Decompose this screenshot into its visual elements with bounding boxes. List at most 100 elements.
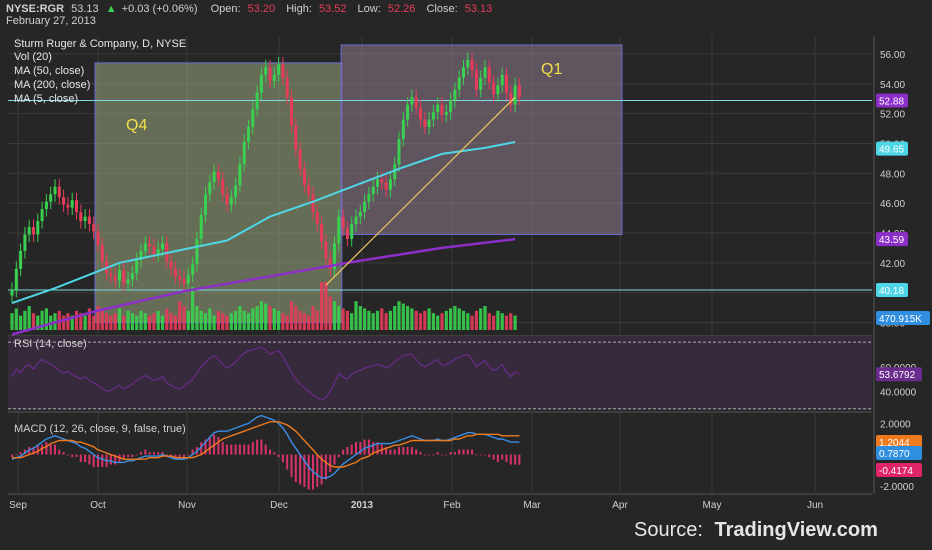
candle-body: [264, 67, 268, 75]
candle-body: [487, 67, 491, 83]
volume-bar: [186, 310, 190, 330]
macd-histogram-bar: [127, 454, 130, 458]
volume-bar: [31, 313, 36, 330]
macd-histogram-bar: [230, 444, 233, 455]
macd-histogram-bar: [445, 454, 448, 456]
candle-body: [388, 179, 392, 190]
macd-histogram-bar: [92, 454, 95, 468]
candle-body: [483, 67, 487, 78]
macd-signal-tag: [876, 435, 922, 449]
macd-histogram-bar: [376, 442, 379, 455]
volume-bar: [92, 315, 96, 330]
volume-bar: [406, 306, 410, 330]
candle-body: [19, 250, 23, 269]
x-tick-label: Apr: [612, 500, 628, 511]
volume-tag: [876, 311, 930, 325]
volume-bar: [255, 306, 259, 330]
candle-body: [281, 64, 285, 78]
legend-ma50: MA (50, close): [14, 65, 84, 77]
price-tag-label: 49.65: [879, 145, 904, 156]
macd-histogram-bar: [157, 452, 160, 455]
volume-bar: [100, 310, 104, 330]
candle-body: [298, 149, 302, 169]
candle-body: [380, 179, 384, 183]
legend-volume: Vol (20): [14, 51, 52, 63]
x-tick-label: Sep: [9, 500, 27, 511]
candle-body: [341, 216, 345, 229]
macd-histogram-bar: [217, 437, 220, 455]
macd-histogram-bar: [501, 454, 504, 460]
candle-body: [436, 104, 440, 113]
close-value: 53.13: [465, 3, 493, 15]
volume-bar: [449, 308, 453, 330]
candle-body: [496, 85, 500, 95]
volume-bar: [70, 315, 74, 330]
volume-bar: [354, 301, 358, 330]
low-value: 52.26: [388, 3, 416, 15]
volume-bar: [165, 308, 169, 330]
candle-body: [307, 185, 311, 195]
q4-label: Q4: [126, 117, 147, 134]
volume-bar: [40, 310, 44, 330]
candle-body: [470, 59, 474, 71]
candle-body: [457, 77, 461, 90]
macd-histogram-tag-label: -0.4174: [879, 466, 913, 477]
macd-histogram-bar: [518, 454, 521, 465]
legend-ma200: MA (200, close): [14, 79, 90, 91]
candle-body: [479, 77, 483, 90]
macd-histogram-bar: [36, 444, 39, 455]
rsi-panel-bg: [8, 336, 872, 410]
macd-histogram-tag: [876, 463, 922, 477]
candle-body: [113, 276, 117, 281]
volume-bar: [199, 310, 203, 330]
candle-body: [229, 197, 233, 205]
legend: Sturm Ruger & Company, D, NYSE Vol (20) …: [14, 38, 186, 105]
volume-bar: [216, 310, 220, 330]
macd-histogram-bar: [49, 444, 52, 455]
macd-histogram-bar: [303, 454, 306, 488]
candle-body: [92, 224, 96, 232]
volume-bar: [375, 310, 380, 330]
macd-histogram-bar: [88, 454, 91, 465]
volume-bar: [23, 310, 27, 330]
candle-body: [444, 112, 448, 116]
macd-histogram-bar: [140, 452, 142, 455]
candle-body: [32, 227, 35, 235]
macd-histogram-bar: [372, 442, 375, 455]
volume-bar: [160, 315, 165, 330]
macd-histogram-bar: [191, 449, 194, 455]
volume-bar: [122, 315, 126, 330]
candle-body: [384, 182, 388, 190]
candle-body: [440, 104, 444, 116]
ma50-line: [11, 141, 516, 305]
candle-body: [427, 119, 431, 128]
macd-histogram-bar: [273, 452, 276, 455]
volume-bar: [83, 315, 87, 330]
volume-bar: [457, 308, 461, 330]
macd-histogram-bar: [389, 449, 392, 455]
volume-bar: [294, 306, 298, 330]
volume-bar: [195, 306, 199, 330]
volume-bar: [483, 306, 487, 330]
price-tag: [876, 93, 908, 108]
candle-body: [169, 261, 173, 269]
macd-histogram-bar: [398, 447, 400, 455]
candle-body: [302, 168, 306, 186]
candle-body: [492, 82, 496, 95]
candle-body: [87, 216, 91, 225]
volume-bar: [251, 308, 255, 330]
macd-histogram-bar: [165, 454, 168, 456]
macd-histogram-bar: [251, 442, 254, 455]
volume-bar: [298, 310, 302, 330]
macd-histogram-bar: [342, 449, 345, 455]
candle-body: [148, 243, 152, 247]
volume-bar: [320, 282, 324, 330]
candle-body: [36, 221, 40, 235]
macd-histogram-bar: [264, 444, 267, 455]
candle-body: [44, 201, 48, 210]
candle-body: [83, 216, 87, 222]
macd-histogram-bar: [277, 454, 280, 458]
candle-body: [466, 59, 470, 68]
candle-body: [393, 164, 397, 180]
